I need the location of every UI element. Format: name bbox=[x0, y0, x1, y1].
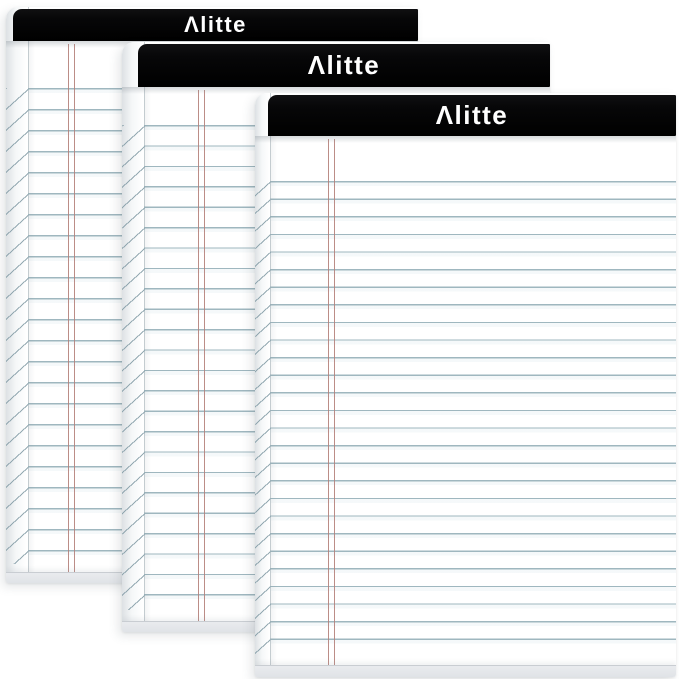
paper-crease-shading bbox=[270, 134, 277, 666]
brand-header-band: Λlitte bbox=[6, 9, 418, 48]
red-margin-line bbox=[68, 44, 75, 572]
brand-logo: Λlitte bbox=[307, 50, 381, 80]
ruled-lines bbox=[270, 181, 676, 654]
brand-header-band: Λlitte bbox=[255, 95, 676, 143]
red-margin-line bbox=[198, 90, 205, 621]
brand-logo: Λlitte bbox=[184, 12, 247, 37]
chipboard-backing bbox=[255, 665, 676, 677]
paper-crease-shading bbox=[144, 85, 151, 622]
brand-header-band: Λlitte bbox=[122, 44, 550, 94]
red-margin-line bbox=[328, 139, 335, 665]
notepad-front: Λlitte bbox=[255, 93, 676, 677]
sheet-edge-hatch-lines bbox=[6, 88, 29, 564]
brand-logo: Λlitte bbox=[435, 100, 509, 130]
sheet-edge-hatch-lines bbox=[122, 125, 145, 610]
sheet-edge-hatch-lines bbox=[255, 181, 271, 656]
paper-crease-shading bbox=[28, 39, 35, 573]
